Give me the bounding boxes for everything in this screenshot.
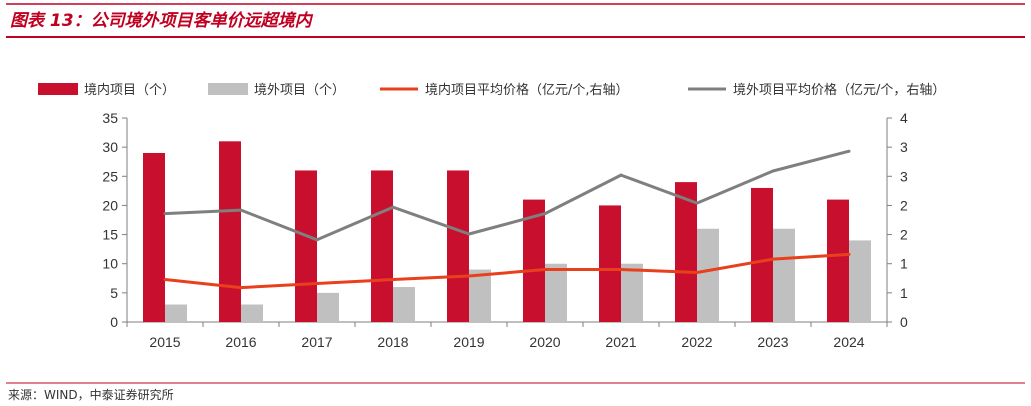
bar-overseas (545, 263, 567, 322)
line-point (163, 212, 167, 216)
line-domestic-price (164, 252, 850, 290)
bar-domestic (295, 170, 317, 322)
line-point (771, 257, 775, 261)
legend-label: 境内项目（个） (84, 82, 175, 98)
bar-domestic (219, 141, 241, 322)
page-title: 图表 13：公司境外项目客单价远超境内 (10, 11, 314, 31)
line-point (391, 205, 395, 209)
legend-label: 境内项目平均价格（亿元/个,右轴） (425, 82, 629, 98)
y-left-tick-label: 10 (102, 256, 118, 272)
bar-domestic (675, 182, 697, 322)
line-point (543, 212, 547, 216)
y-right-tick-label: 2 (900, 227, 908, 243)
bar-domestic (143, 152, 165, 322)
y-right-tick-label: 1 (900, 256, 908, 272)
x-tick-label: 2022 (681, 334, 712, 350)
bar-domestic (827, 199, 849, 322)
line-point (847, 252, 851, 256)
plot-area: 0 5 10 15 20 25 30 35 0 1 1 2 2 3 3 4 2015 2016 2017 2018 20… (102, 110, 908, 350)
bar-overseas (773, 228, 795, 322)
y-left-tick-label: 15 (102, 227, 118, 243)
line-point (391, 277, 395, 281)
line-overseas-price (164, 149, 850, 242)
y-left-tick-label: 5 (110, 285, 118, 301)
legend-swatch-bar (38, 83, 78, 95)
line-point (695, 270, 699, 274)
line-point (847, 149, 851, 153)
x-tick-label: 2016 (225, 334, 256, 350)
line-point (771, 169, 775, 173)
x-tick-label: 2017 (301, 334, 332, 350)
line-point (315, 282, 319, 286)
x-tick-label: 2024 (833, 334, 864, 350)
legend-swatch-bar (208, 83, 248, 95)
bar-overseas (317, 292, 339, 322)
x-tick-label: 2015 (149, 334, 180, 350)
y-right-tick-label: 1 (900, 285, 908, 301)
legend-label: 境外项目（个） (254, 83, 345, 98)
y-right-tick-label: 3 (900, 139, 908, 155)
bar-overseas (849, 240, 871, 322)
y-right-tick-label: 4 (900, 110, 908, 126)
bar-domestic (371, 170, 393, 322)
line-point (619, 268, 623, 272)
y-right-tick-label: 0 (900, 314, 908, 330)
bar-domestic (447, 170, 469, 322)
y-left-tick-label: 35 (102, 110, 118, 126)
line-point (239, 208, 243, 212)
x-tick-label: 2021 (605, 334, 636, 350)
bar-domestic (751, 187, 773, 322)
x-tick-label: 2019 (453, 334, 484, 350)
y-left-tick-label: 0 (110, 314, 118, 330)
y-left-tick-label: 25 (102, 168, 118, 184)
bar-overseas (241, 304, 263, 322)
bar-overseas (165, 304, 187, 322)
source-note: 来源：WIND，中泰证券研究所 (8, 387, 174, 402)
bar-domestic (599, 205, 621, 322)
bar-domestic (523, 199, 545, 322)
line-point (543, 268, 547, 272)
line-point (619, 173, 623, 177)
x-tick-label: 2020 (529, 334, 560, 350)
y-left-tick-label: 20 (102, 197, 118, 213)
bar-overseas (621, 263, 643, 322)
line-point (239, 286, 243, 290)
line-point (695, 201, 699, 205)
line-point (467, 274, 471, 278)
y-right-tick-label: 2 (900, 197, 908, 213)
bar-overseas (469, 269, 491, 322)
legend: 境内项目（个） 境外项目（个） 境内项目平均价格（亿元/个,右轴） 境外项目平均价格（… (38, 82, 945, 98)
y-right-tick-label: 3 (900, 168, 908, 184)
y-left-tick-label: 30 (102, 139, 118, 155)
line-point (467, 232, 471, 236)
bar-overseas (393, 287, 415, 322)
x-tick-label: 2023 (757, 334, 788, 350)
legend-label: 境外项目平均价格（亿元/个，右轴） (733, 82, 945, 98)
line-point (315, 238, 319, 242)
bar-overseas (697, 228, 719, 322)
line-point (163, 277, 167, 281)
x-tick-label: 2018 (377, 334, 408, 350)
